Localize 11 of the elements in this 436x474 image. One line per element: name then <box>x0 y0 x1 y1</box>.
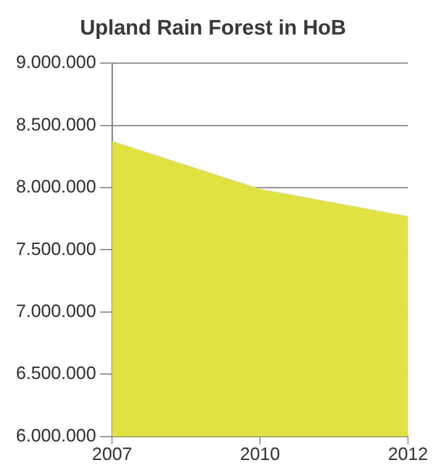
chart-title: Upland Rain Forest in HoB <box>80 16 346 40</box>
y-tick-label: 9.000.000 <box>16 52 96 72</box>
y-tick-label: 6.500.000 <box>16 363 96 384</box>
y-tick-label: 8.500.000 <box>16 114 96 134</box>
y-tick-label: 6.000.000 <box>16 425 96 446</box>
y-tick-label: 7.500.000 <box>16 238 96 259</box>
y-tick-label: 8.000.000 <box>16 176 96 197</box>
x-tick-label: 2007 <box>92 444 132 464</box>
y-tick-label: 7.000.000 <box>16 300 96 321</box>
x-tick-label: 2012 <box>388 444 428 464</box>
x-tick-label: 2010 <box>240 444 280 464</box>
